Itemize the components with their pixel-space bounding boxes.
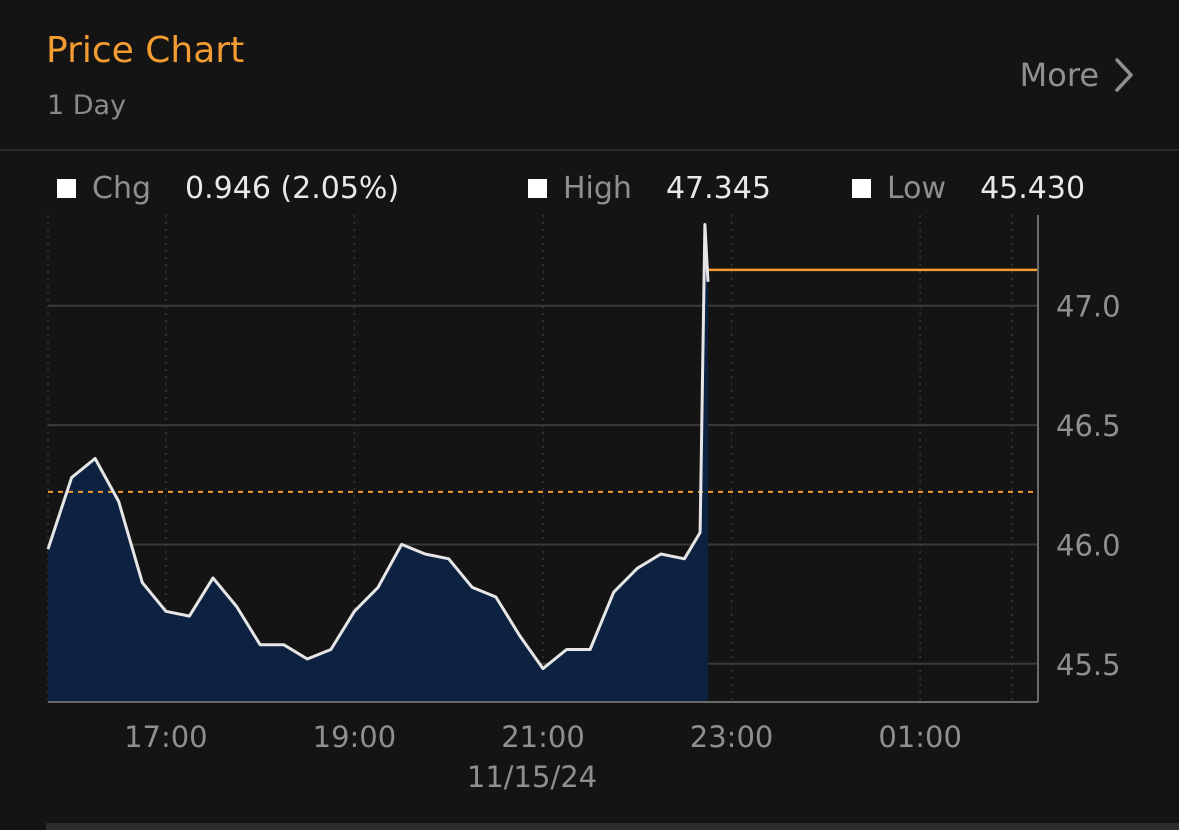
chart-area-layer: [48, 224, 708, 702]
chevron-right-icon: [1115, 58, 1133, 92]
stat-high-label: High: [563, 170, 632, 206]
chart-title: Price Chart: [46, 30, 245, 71]
x-tick-label: 19:00: [313, 720, 397, 754]
more-button[interactable]: More: [1020, 56, 1135, 94]
stat-low: Low 45.430: [852, 165, 1085, 211]
stat-high-value: 47.345: [665, 170, 771, 206]
bottom-scrollbar: [46, 823, 1179, 830]
y-tick-label: 45.5: [1056, 648, 1121, 682]
stat-change: Chg 0.946 (2.05%): [57, 165, 399, 211]
stat-high: High 47.345: [528, 165, 771, 211]
chart-axes: [48, 215, 1039, 703]
x-tick-label: 23:00: [690, 720, 774, 754]
price-line: [46, 223, 710, 671]
more-label: More: [1019, 56, 1099, 94]
stat-low-value: 45.430: [980, 170, 1086, 206]
y-tick-label: 46.0: [1056, 528, 1121, 562]
y-tick-label: 47.0: [1056, 290, 1121, 324]
reference-lines: [48, 268, 1038, 493]
x-axis-labels: 17:00 19:00 21:00 23:00 01:00: [124, 720, 962, 754]
legend-square: [528, 178, 547, 198]
y-axis-labels: 47.0 46.5 46.0 45.5: [1056, 290, 1121, 682]
stats-row: Chg 0.946 (2.05%) High 47.345 Low 45.430: [0, 165, 1179, 215]
timeframe-label: 1 Day: [47, 90, 127, 121]
chart-line-layer: [46, 223, 710, 671]
stat-change-label: Chg: [92, 170, 152, 206]
x-axis-date-label: 11/15/24: [467, 760, 597, 794]
stat-change-value: 0.946 (2.05%): [185, 170, 400, 206]
legend-square: [57, 178, 76, 198]
x-tick-label: 21:00: [501, 720, 585, 754]
stat-low-label: Low: [887, 170, 947, 206]
price-area: [48, 224, 708, 702]
x-tick-label: 17:00: [124, 720, 208, 754]
header-divider: [0, 149, 1179, 151]
chart-header: Price Chart 1 Day More: [0, 0, 1179, 150]
y-tick-label: 46.5: [1056, 409, 1121, 443]
x-tick-label: 01:00: [878, 720, 962, 754]
legend-square: [852, 178, 871, 198]
